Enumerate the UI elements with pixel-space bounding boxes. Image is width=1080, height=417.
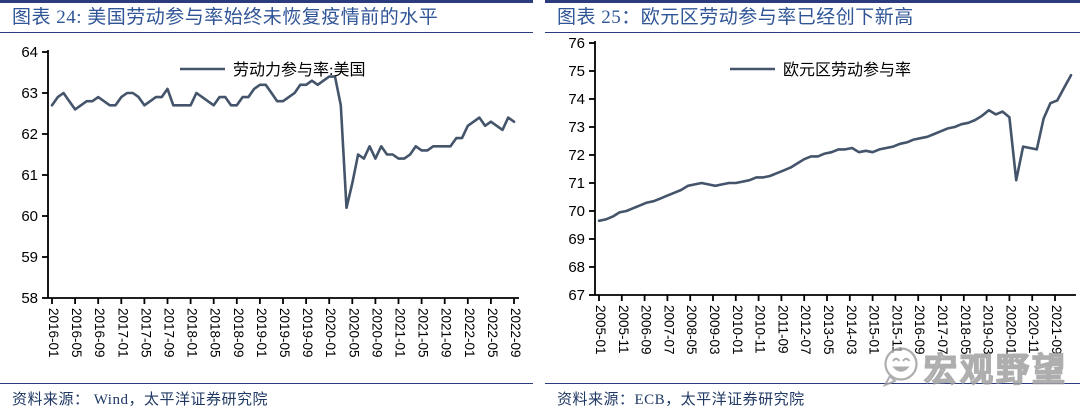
y-tick-label: 62 bbox=[21, 126, 38, 143]
watermark-logo: 宏观野望 bbox=[879, 343, 1068, 391]
y-tick-label: 71 bbox=[568, 175, 585, 192]
x-tick-label: 2010-01 bbox=[730, 305, 745, 355]
y-tick-label: 74 bbox=[568, 91, 585, 108]
x-tick-label: 2020-01 bbox=[1003, 305, 1018, 355]
y-tick-label: 68 bbox=[568, 259, 585, 276]
chart-title-us: 图表 24: 美国劳动参与率始终未恢复疫情前的水平 bbox=[0, 3, 533, 33]
x-tick-label: 2018-05 bbox=[208, 308, 223, 358]
x-tick-label: 2012-07 bbox=[798, 305, 813, 355]
y-tick-label: 61 bbox=[21, 167, 38, 184]
y-tick-label: 76 bbox=[568, 35, 585, 52]
x-tick-label: 2013-05 bbox=[821, 305, 836, 355]
x-tick-label: 2019-09 bbox=[300, 308, 315, 358]
y-tick-label: 70 bbox=[568, 203, 585, 220]
x-tick-label: 2006-09 bbox=[639, 305, 654, 355]
x-tick-label: 2017-07 bbox=[935, 305, 950, 355]
x-tick-label: 2017-01 bbox=[115, 308, 130, 358]
x-tick-label: 2005-11 bbox=[616, 305, 631, 354]
x-tick-label: 2020-01 bbox=[323, 308, 338, 358]
x-tick-label: 2021-05 bbox=[416, 308, 431, 358]
y-tick-label: 63 bbox=[21, 85, 38, 102]
x-tick-label: 2020-09 bbox=[369, 308, 384, 358]
x-tick-label: 2014-03 bbox=[844, 305, 859, 355]
x-tick-label: 2005-01 bbox=[593, 305, 608, 355]
x-tick-label: 2010-11 bbox=[753, 305, 768, 354]
y-tick-label: 73 bbox=[568, 119, 585, 136]
y-tick-label: 75 bbox=[568, 63, 585, 80]
y-tick-label: 58 bbox=[21, 290, 38, 307]
y-tick-label: 64 bbox=[21, 44, 38, 61]
x-tick-label: 2016-05 bbox=[69, 308, 84, 358]
source-note-us: 资料来源： Wind，太平洋证券研究院 bbox=[0, 383, 533, 409]
panel-us-chart: 图表 24: 美国劳动参与率始终未恢复疫情前的水平 58 59 60 61 62 63 64… bbox=[0, 0, 533, 417]
x-tick-label: 2015-01 bbox=[867, 305, 882, 355]
x-tick-label: 2020-11 bbox=[1026, 305, 1041, 354]
x-tick-label: 2019-01 bbox=[254, 308, 269, 358]
top-rule bbox=[545, 0, 1080, 3]
x-tick-label: 2017-09 bbox=[162, 308, 177, 358]
x-tick-label: 2021-09 bbox=[439, 308, 454, 358]
x-tick-label: 2016-09 bbox=[92, 308, 107, 358]
source-note-eurozone: 资料来源：ECB，太平洋证券研究院 bbox=[545, 383, 1080, 409]
x-tick-label: 2011-09 bbox=[775, 305, 790, 354]
x-tick-label: 2020-05 bbox=[346, 308, 361, 358]
x-tick-label: 2021-09 bbox=[1049, 305, 1064, 355]
x-tick-label: 2022-05 bbox=[485, 308, 500, 358]
x-tick-label: 2008-05 bbox=[684, 305, 699, 355]
top-rule bbox=[0, 0, 533, 3]
y-tick-label: 72 bbox=[568, 147, 585, 164]
x-tick-label: 2021-01 bbox=[393, 308, 408, 358]
chart-title-eurozone: 图表 25：欧元区劳动参与率已经创下新高 bbox=[545, 3, 1080, 33]
series-line bbox=[597, 73, 1073, 223]
x-tick-label: 2022-09 bbox=[508, 308, 523, 358]
x-tick-label: 2009-03 bbox=[707, 305, 722, 355]
series-line bbox=[50, 75, 516, 210]
legend-label: 欧元区劳动参与率 bbox=[783, 61, 911, 79]
x-tick-label: 2018-01 bbox=[185, 308, 200, 358]
y-tick-label: 59 bbox=[21, 249, 38, 266]
x-tick-label: 2015-11 bbox=[889, 305, 904, 354]
panel-eurozone-chart: 图表 25：欧元区劳动参与率已经创下新高 67 68 69 70 71 72 73 74 75 7… bbox=[545, 0, 1080, 417]
watermark-text: 宏观野望 bbox=[923, 350, 1068, 388]
x-tick-label: 2017-05 bbox=[138, 308, 153, 358]
y-tick-label: 67 bbox=[568, 287, 585, 304]
x-tick-label: 2018-09 bbox=[231, 308, 246, 358]
x-tick-label: 2019-05 bbox=[277, 308, 292, 358]
y-tick-label: 60 bbox=[21, 208, 38, 225]
x-tick-label: 2018-05 bbox=[958, 305, 973, 355]
x-tick-label: 2022-01 bbox=[462, 308, 477, 358]
x-tick-label: 2019-03 bbox=[981, 305, 996, 355]
y-tick-label: 69 bbox=[568, 231, 585, 248]
x-tick-label: 2007-07 bbox=[661, 305, 676, 355]
us-labor-participation-line-chart: 58 59 60 61 62 63 64 2016-01 2016-05 2016-09 2017-… bbox=[21, 44, 523, 358]
smiley-face-icon bbox=[882, 347, 918, 387]
x-tick-label: 2016-01 bbox=[46, 308, 61, 358]
x-tick-label: 2016-09 bbox=[912, 305, 927, 355]
eurozone-labor-participation-line-chart: 67 68 69 70 71 72 73 74 75 76 2005-01 2005-11 2006-0… bbox=[568, 35, 1076, 355]
legend-label: 劳动力参与率:美国 bbox=[233, 61, 365, 79]
